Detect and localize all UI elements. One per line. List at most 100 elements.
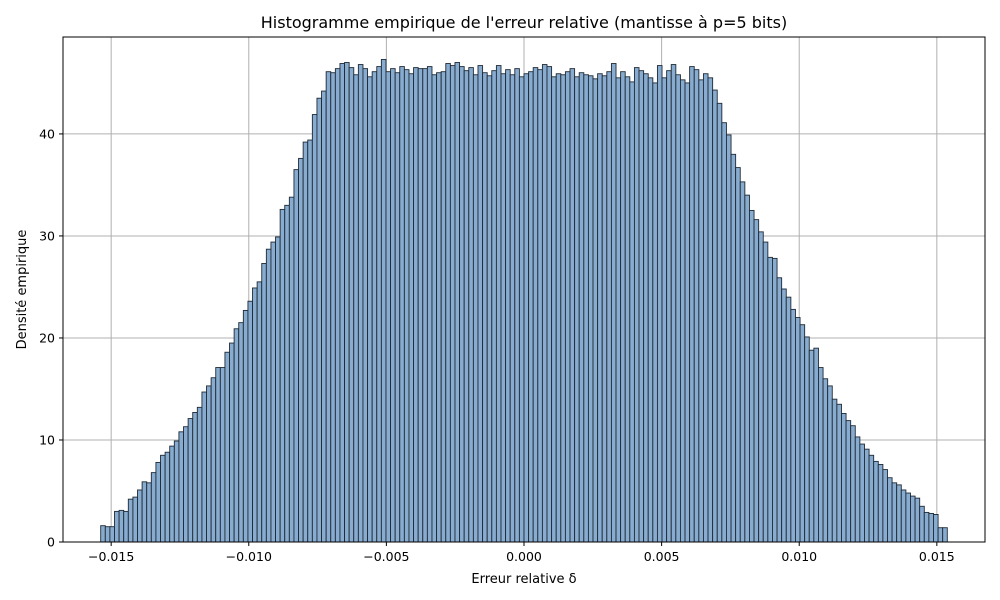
x-tick-label: −0.005 [363,549,409,564]
histogram-bar [762,241,769,543]
histogram-bar [679,79,686,543]
histogram-bar [196,406,203,543]
histogram-bar [293,169,299,543]
histogram-bar [546,66,553,543]
histogram-bar [767,256,773,543]
histogram-bar [449,65,456,543]
histogram-bar [385,71,392,543]
histogram-bar [578,72,585,543]
histogram-bar [652,82,658,543]
histogram-bar [284,204,290,543]
y-tick-label: 10 [39,432,55,447]
histogram-bar [749,209,755,543]
histogram-bar [864,448,870,543]
histogram-bar [114,510,120,543]
chart-title: Histogramme empirique de l'erreur relati… [261,13,787,32]
histogram-bar [675,74,681,543]
histogram-bar [532,67,539,543]
histogram-bar [882,469,888,543]
histogram-bar [859,443,865,543]
histogram-bar [942,527,948,543]
histogram-bar [454,62,461,543]
histogram-bar [505,69,511,543]
histogram-bar [661,77,668,543]
histogram-bar [500,73,507,543]
histogram-bar [725,134,732,543]
histogram-bar [813,347,819,543]
histogram-bar [776,277,783,543]
histogram-bar [422,68,428,543]
histogram-bar [841,413,847,543]
histogram-bar [601,75,608,543]
x-tick-label: 0.000 [506,549,542,564]
histogram-bar [247,300,253,543]
histogram-bar [693,69,700,543]
histogram-bar [339,63,346,543]
histogram-bar [610,63,617,543]
histogram-bars [100,58,948,543]
x-tick-label: −0.015 [88,549,134,564]
histogram-bar [445,63,451,543]
histogram-bar [141,481,148,543]
histogram-bar [509,74,516,543]
histogram-bar [233,328,240,543]
histogram-bar [187,418,194,543]
histogram-bar [831,398,838,543]
histogram-bar [123,510,129,543]
histogram-bar [689,66,695,543]
histogram-bar [592,78,599,543]
histogram-bar [353,74,359,543]
histogram-bar [468,67,474,543]
histogram-bar [633,67,640,543]
histogram-bar [518,76,525,543]
histogram-bar [334,68,341,543]
histogram-bar [413,67,419,543]
histogram-bar [330,72,336,543]
histogram-bar [799,324,806,543]
histogram-bar [380,58,387,543]
histogram-bar [937,527,944,543]
histogram-bar [744,194,750,543]
histogram-bar [252,287,258,543]
histogram-bar [146,482,152,543]
histogram-bar [311,114,318,543]
histogram-bar [118,509,125,543]
histogram-bar [574,76,580,543]
histogram-bar [265,248,272,543]
histogram-bar [472,74,479,543]
histogram-bar [362,68,369,543]
histogram-bar [160,454,166,543]
histogram-bar [357,64,364,543]
y-tick-label: 20 [39,330,55,345]
histogram-bar [905,492,911,543]
histogram-bar [551,76,557,543]
histogram-bar [486,75,493,543]
histogram-bar [321,90,327,543]
x-tick-label: −0.010 [226,549,272,564]
histogram-bar [891,482,898,543]
histogram-bar [403,69,410,543]
histogram-bar [808,349,815,543]
histogram-bar [100,525,106,543]
histogram-bar [173,440,180,543]
y-tick-label: 0 [47,535,55,550]
histogram-bar [624,76,631,543]
y-axis-ticks: 0 10 20 30 40 [39,126,63,550]
y-tick-label: 30 [39,228,55,243]
histogram-bar [795,317,801,543]
histogram-bar [399,66,405,543]
histogram-bar [408,73,415,543]
histogram-bar [638,70,645,543]
histogram-bar [730,153,737,543]
histogram-bar [647,77,654,543]
histogram-bar [707,77,714,543]
histogram-bar [914,497,921,543]
histogram-bar [758,231,764,543]
histogram-bar [827,385,833,543]
histogram-bar [164,451,171,543]
histogram-bar [910,495,916,543]
histogram-bar [224,351,230,543]
histogram-bar [348,67,355,543]
histogram-bar [790,308,796,543]
histogram-bar [555,73,562,543]
